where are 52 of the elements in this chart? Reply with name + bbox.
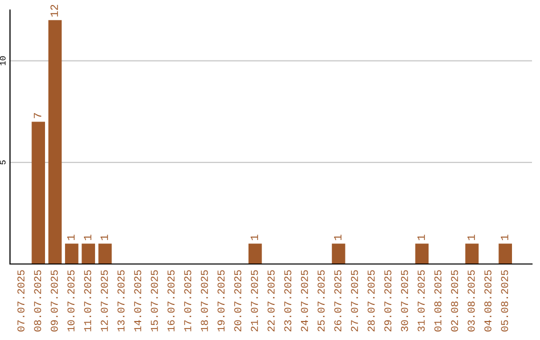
y-tick-label: 10 bbox=[0, 56, 6, 66]
x-tick-label: 28.07.2025 bbox=[368, 270, 375, 332]
bar bbox=[48, 20, 62, 264]
data-label: 1 bbox=[250, 234, 258, 240]
x-tick-label: 01.08.2025 bbox=[434, 270, 442, 332]
x-tick-label: 08.07.2025 bbox=[34, 270, 42, 332]
x-tick-label: 09.07.2025 bbox=[50, 270, 58, 332]
x-tick-label: 26.07.2025 bbox=[334, 270, 342, 332]
bar bbox=[498, 244, 512, 264]
x-tick-label: 31.07.2025 bbox=[418, 270, 425, 332]
data-label: 1 bbox=[334, 234, 342, 240]
x-tick-label: 02.08.2025 bbox=[451, 270, 458, 332]
bar bbox=[32, 122, 46, 264]
y-tick-label: 5 bbox=[0, 160, 6, 164]
x-tick-label: 20.07.2025 bbox=[234, 270, 242, 332]
x-tick-label: 17.07.2025 bbox=[184, 270, 192, 332]
x-tick-label: 03.08.2025 bbox=[468, 270, 475, 332]
x-tick-label: 13.07.2025 bbox=[117, 270, 125, 332]
x-tick-label: 15.07.2025 bbox=[150, 270, 158, 332]
data-label: 1 bbox=[84, 234, 92, 240]
x-tick-label: 18.07.2025 bbox=[200, 270, 208, 332]
bar bbox=[65, 244, 78, 264]
bar bbox=[82, 244, 96, 264]
data-label: 1 bbox=[468, 234, 475, 240]
x-tick-label: 11.07.2025 bbox=[84, 270, 92, 332]
bar bbox=[248, 244, 262, 264]
x-tick-label: 30.07.2025 bbox=[400, 270, 408, 332]
x-tick-label: 21.07.2025 bbox=[250, 270, 258, 332]
bar bbox=[332, 244, 346, 264]
data-label: 1 bbox=[500, 234, 508, 240]
x-tick-label: 16.07.2025 bbox=[167, 270, 175, 332]
x-tick-label: 04.08.2025 bbox=[484, 270, 492, 332]
x-tick-label: 19.07.2025 bbox=[218, 270, 225, 332]
x-tick-label: 29.07.2025 bbox=[384, 270, 392, 332]
data-label: 7 bbox=[34, 113, 42, 118]
data-label: 12 bbox=[50, 4, 58, 17]
bar bbox=[98, 244, 112, 264]
x-tick-label: 14.07.2025 bbox=[134, 270, 142, 332]
x-tick-label: 27.07.2025 bbox=[350, 270, 358, 332]
x-tick-label: 07.07.2025 bbox=[17, 270, 24, 332]
x-tick-label: 25.07.2025 bbox=[318, 270, 325, 332]
bar bbox=[415, 244, 429, 264]
x-tick-label: 24.07.2025 bbox=[300, 270, 308, 332]
data-label: 1 bbox=[67, 234, 75, 240]
x-tick-label: 12.07.2025 bbox=[100, 270, 108, 332]
bar bbox=[465, 244, 479, 264]
x-tick-label: 05.08.2025 bbox=[501, 270, 508, 332]
data-label: 1 bbox=[100, 234, 108, 240]
data-label: 1 bbox=[417, 234, 425, 240]
x-tick-label: 22.07.2025 bbox=[268, 270, 275, 332]
x-tick-label: 10.07.2025 bbox=[67, 270, 74, 332]
x-tick-label: 23.07.2025 bbox=[284, 270, 292, 332]
